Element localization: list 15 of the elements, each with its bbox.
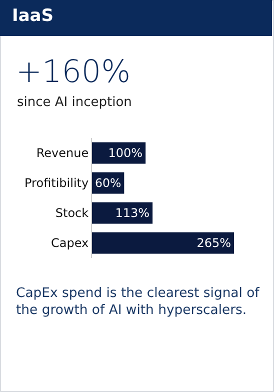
- y-tick-label: Stock: [55, 206, 89, 220]
- data-label: 113%: [115, 206, 150, 220]
- chart-title: IaaS: [12, 6, 54, 26]
- y-tick-label: Capex: [50, 236, 89, 250]
- bar: [92, 232, 234, 254]
- bar: [92, 142, 146, 164]
- data-label: 60%: [95, 176, 122, 190]
- y-tick-label: Revenue: [36, 146, 89, 160]
- y-tick-label: Profitibility: [24, 176, 89, 190]
- bar: [92, 202, 153, 224]
- data-label: 100%: [108, 146, 143, 160]
- text: since AI inception: [17, 95, 132, 110]
- text: +160%: [16, 54, 131, 90]
- data-label: 265%: [196, 236, 231, 250]
- text: CapEx spend is the clearest signal of the growth of AI with hyperscalers.: [16, 285, 260, 319]
